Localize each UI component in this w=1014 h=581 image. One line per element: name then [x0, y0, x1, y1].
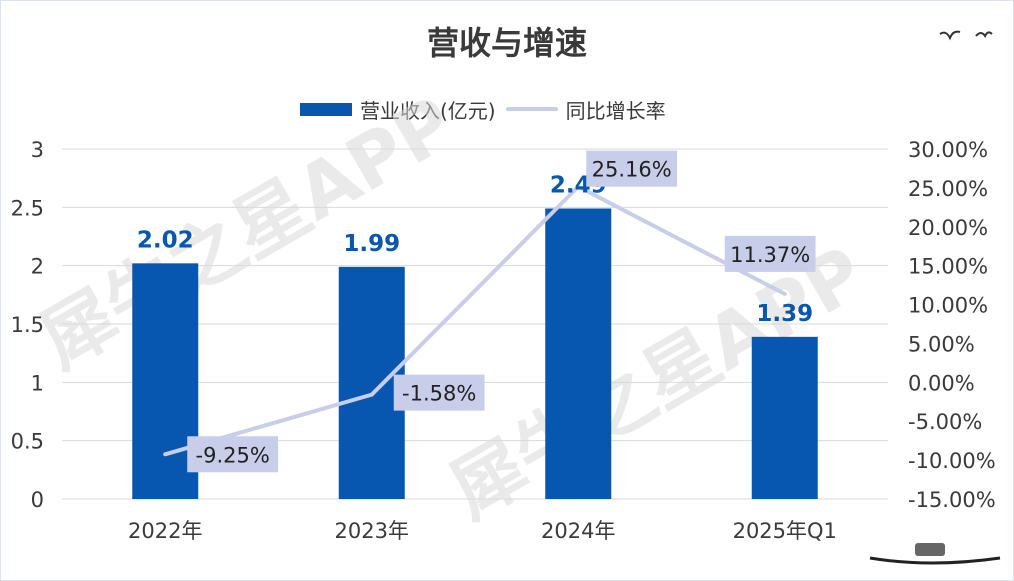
right-axis-tick-label: 0.00% — [908, 371, 975, 395]
growth-label-text: -9.25% — [196, 443, 270, 467]
right-axis-tick-label: -15.00% — [908, 488, 996, 512]
growth-data-label: -1.58% — [393, 374, 485, 411]
bar-data-label: 2.02 — [137, 227, 194, 253]
right-axis-tick-label: 15.00% — [908, 255, 988, 279]
right-axis-tick-label: 30.00% — [908, 138, 988, 162]
chart-title: 营收与增速 — [426, 24, 587, 62]
left-axis-tick-label: 1.5 — [11, 313, 44, 337]
legend-item-growth: 同比增长率 — [505, 95, 666, 124]
right-axis-tick-label: -10.00% — [908, 449, 996, 473]
boat-icon — [869, 556, 1001, 565]
growth-point — [782, 291, 787, 296]
growth-label-bg — [187, 436, 279, 473]
left-axis-tick-label: 2.5 — [11, 196, 44, 220]
legend-item-revenue: 营业收入(亿元) — [300, 95, 496, 124]
bird-icon-2 — [975, 31, 993, 38]
growth-line — [164, 184, 786, 457]
right-axis-tick-label: 20.00% — [908, 216, 988, 240]
legend-swatch-bar — [300, 102, 352, 116]
growth-point — [369, 392, 374, 397]
bird-icon — [939, 30, 961, 41]
growth-label-text: -1.58% — [402, 382, 476, 406]
growth-data-label: 25.16% — [586, 150, 678, 187]
bar-data-label: 1.99 — [343, 231, 400, 257]
right-axis-tick-label: 10.00% — [908, 294, 988, 318]
bar-data-label: 1.39 — [756, 301, 813, 327]
growth-data-label: -9.25% — [187, 436, 279, 473]
left-axis-tick-label: 3 — [31, 138, 44, 162]
growth-label-text: 25.16% — [592, 158, 672, 182]
growth-point — [163, 452, 168, 457]
boat-cabin-icon — [915, 543, 945, 556]
right-axis-tick-label: -5.00% — [908, 410, 982, 434]
category-label: 2022年 — [128, 519, 202, 543]
category-label: 2024年 — [541, 519, 615, 543]
growth-label-bg — [724, 235, 816, 272]
growth-point — [576, 184, 581, 189]
growth-label-bg — [393, 374, 485, 411]
growth-label-text: 11.37% — [730, 243, 810, 267]
legend: 营业收入(亿元) 同比增长率 — [300, 94, 666, 124]
legend-label-growth: 同比增长率 — [565, 98, 666, 123]
bar — [751, 336, 818, 499]
left-axis-tick-label: 2 — [31, 255, 44, 279]
legend-swatch-line — [505, 107, 558, 111]
left-axis-tick-label: 1 — [31, 371, 44, 395]
legend-label-revenue: 营业收入(亿元) — [360, 98, 496, 123]
growth-data-label: 11.37% — [724, 235, 816, 272]
left-axis-tick-label: 0.5 — [11, 430, 44, 454]
bar — [545, 208, 612, 499]
left-axis-tick-label: 0 — [31, 488, 44, 512]
growth-label-bg — [586, 150, 678, 187]
category-label: 2023年 — [335, 519, 409, 543]
right-axis-tick-label: 25.00% — [908, 177, 988, 201]
right-axis-tick-label: 5.00% — [908, 332, 975, 356]
category-label: 2025年Q1 — [733, 519, 837, 543]
